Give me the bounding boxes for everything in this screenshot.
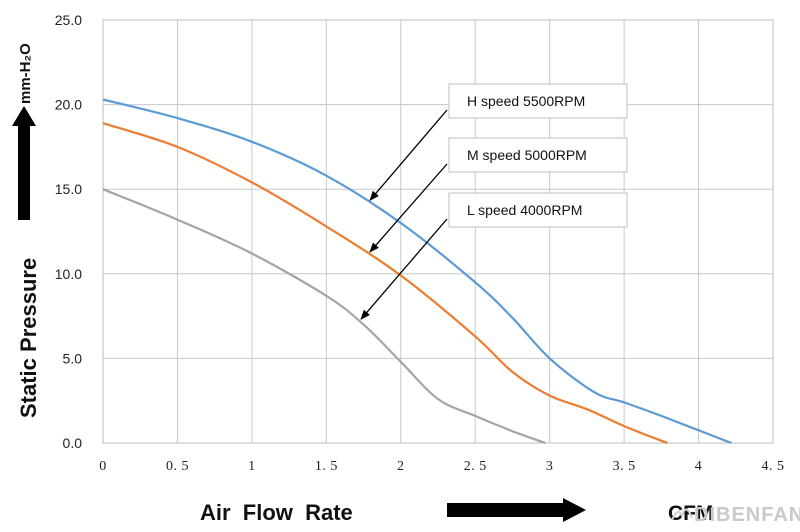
- y-axis-title-group: Static Pressure mm-H₂O: [12, 43, 41, 418]
- x-axis-title: Air Flow Rate: [200, 500, 353, 525]
- x-tick-label: 0. 5: [166, 459, 189, 474]
- x-tick-label: 3. 5: [613, 459, 636, 474]
- x-tick-label: 2. 5: [464, 459, 487, 474]
- x-tick-label: 3: [546, 459, 554, 474]
- callout-box-m: [448, 137, 628, 173]
- x-axis-arrow-head: [563, 498, 586, 522]
- y-axis-arrow-shaft: [18, 124, 30, 220]
- x-tick-label: 4: [695, 459, 703, 474]
- x-tick-label: 1. 5: [315, 459, 338, 474]
- y-axis-ticks: 0.0 5.0 10.0 15.0 20.0 25.0: [55, 12, 82, 451]
- y-tick-label: 5.0: [63, 350, 83, 366]
- watermark: DIBENFAN: [671, 504, 800, 526]
- y-tick-label: 20.0: [55, 97, 82, 113]
- x-tick-label: 2: [397, 459, 405, 474]
- gridlines: [103, 20, 773, 443]
- series-line-m-speed: [102, 122, 668, 445]
- series-line-l-speed: [102, 188, 546, 445]
- legend-callouts: H speed 5500RPM M speed 5000RPM L speed 40…: [360, 83, 628, 320]
- y-tick-label: 15.0: [55, 181, 82, 197]
- y-axis-arrow-head: [12, 106, 36, 126]
- x-axis-ticks: 0 0. 5 1 1. 5 2 2. 5 3 3. 5 4 4. 5: [99, 459, 784, 474]
- x-tick-label: 0: [99, 459, 107, 474]
- y-tick-label: 10.0: [55, 266, 82, 282]
- plot-area: [102, 19, 774, 444]
- y-axis-title: Static Pressure: [16, 258, 41, 418]
- callout-label-l: L speed 4000RPM: [467, 202, 582, 218]
- callout-box-l: [448, 192, 628, 228]
- x-axis-title-group: Air Flow Rate CFM: [200, 498, 714, 525]
- x-axis-arrow-shaft: [447, 503, 565, 517]
- watermark-leaf-icon: [671, 508, 693, 521]
- callout-label-h: H speed 5500RPM: [467, 93, 585, 109]
- callout-label-m: M speed 5000RPM: [467, 147, 587, 163]
- callout-arrow-h: [369, 109, 448, 201]
- y-axis-unit: mm-H₂O: [17, 43, 34, 104]
- x-tick-label: 1: [248, 459, 256, 474]
- y-tick-label: 0.0: [63, 435, 83, 451]
- watermark-text: DIBENFAN: [694, 504, 800, 526]
- y-tick-label: 25.0: [55, 12, 82, 28]
- series-line-h-speed: [102, 98, 732, 445]
- callout-box-h: [448, 83, 628, 119]
- callout-arrow-l: [360, 218, 448, 320]
- callout-arrow-m: [369, 163, 448, 253]
- series-lines: [102, 98, 732, 445]
- x-tick-label: 4. 5: [762, 459, 785, 474]
